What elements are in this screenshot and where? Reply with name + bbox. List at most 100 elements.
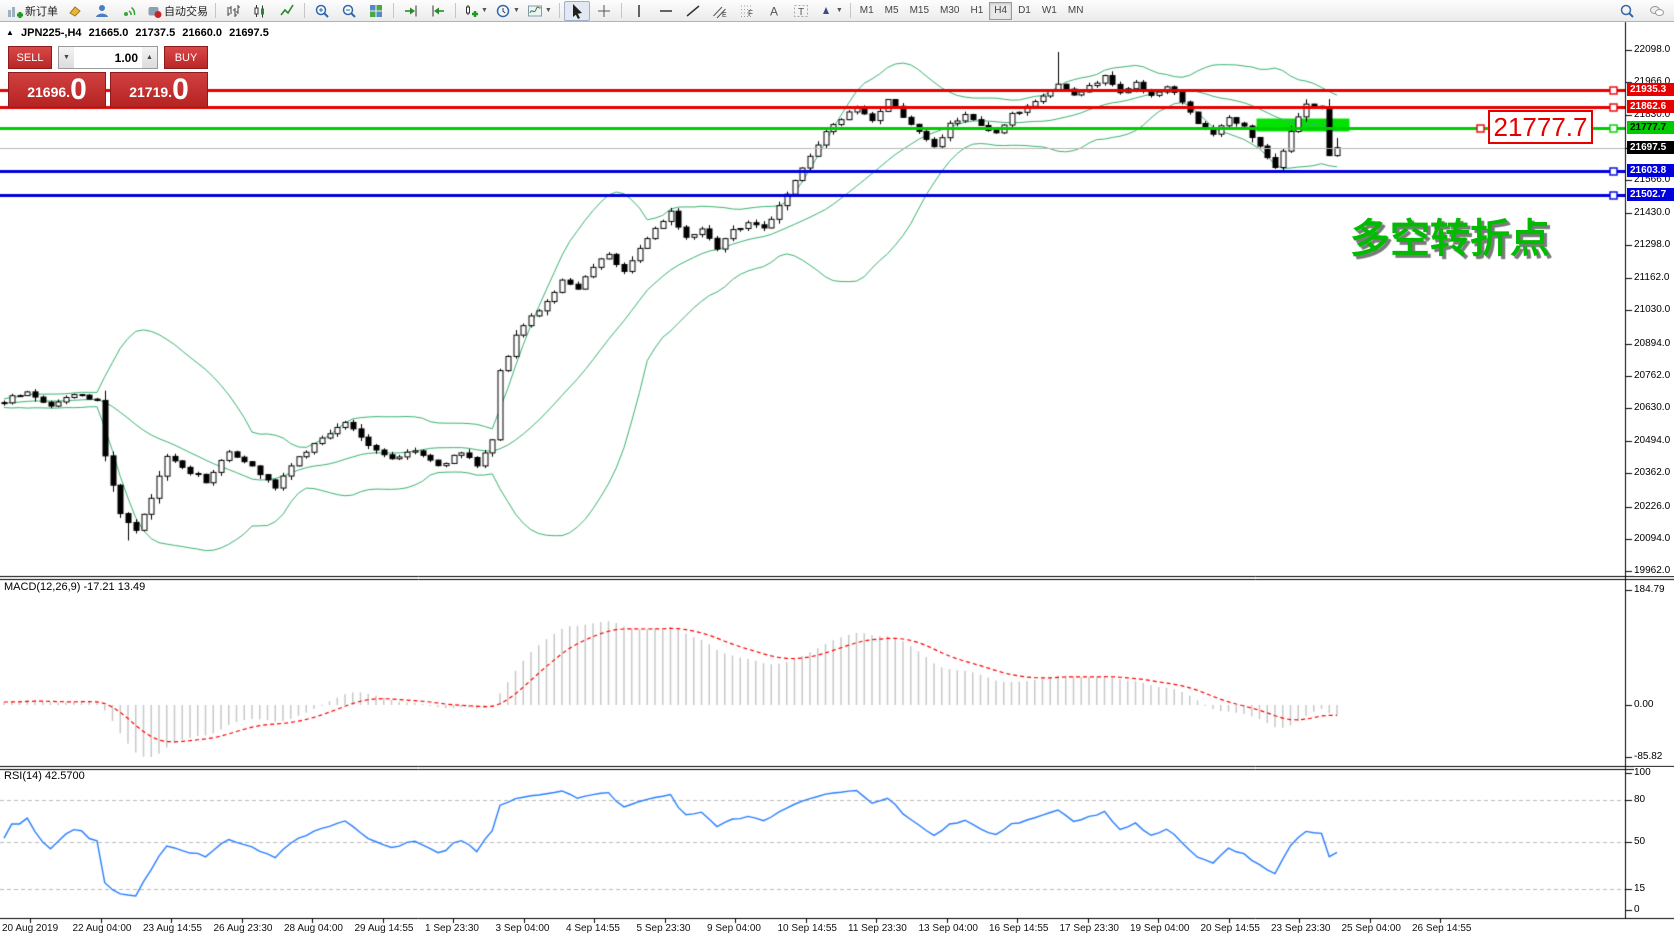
svg-text:T: T [798,7,804,18]
signals-icon[interactable] [116,1,142,21]
chat-icon[interactable] [1644,1,1670,21]
zoom-out-button[interactable] [336,1,362,21]
toolbar-separator [393,3,394,18]
price-axis-tick: 20630.0 [1634,402,1674,414]
timeframe-button-m5[interactable]: M5 [884,5,899,16]
sell-price-pip: 0 [70,73,87,106]
rsi-axis-tick: 100 [1634,767,1674,778]
price-axis-tick: 21430.0 [1634,206,1674,218]
toolbar-separator [620,3,622,18]
svg-text:E: E [722,12,727,19]
text-button[interactable]: A [761,1,787,21]
time-axis-label: 26 Sep 14:55 [1412,923,1472,934]
toolbar-separator [215,3,216,18]
auto-scroll-button[interactable] [398,1,424,21]
tile-windows-button[interactable] [363,1,389,21]
main-toolbar: 新订单 自动交易 ▼ ▼ ▼ E F A T ▼ M1 M5 M15 M30 H1 H4 D1 W1 MN [0,0,1674,22]
text-label-button[interactable]: T [788,1,814,21]
ohlc-high: 21737.5 [135,27,176,39]
price-line-label: 21935.3 [1627,82,1674,96]
sell-price-panel[interactable]: 21696. 0 [8,72,106,108]
equidistant-channel-button[interactable]: E [707,1,733,21]
price-axis-tick: 21298.0 [1634,239,1674,251]
time-axis-label: 25 Sep 04:00 [1341,923,1402,934]
buy-button[interactable]: BUY [164,46,208,69]
time-axis-label: 29 Aug 14:55 [354,923,414,934]
timeframe-button-m15[interactable]: M15 [909,5,930,16]
time-axis-label: 23 Sep 23:30 [1271,923,1331,934]
chevron-down-icon: ▼ [512,7,520,14]
fibonacci-button[interactable]: F [734,1,760,21]
price-axis-tick: 21566.0 [1634,173,1674,185]
price-line-label: 21502.7 [1627,188,1674,202]
accounts-icon[interactable] [89,1,115,21]
chevron-down-icon: ▼ [544,7,552,14]
time-axis-label: 4 Sep 14:55 [566,923,620,934]
price-axis-tick: 20094.0 [1634,532,1674,544]
timeframe-button-w1[interactable]: W1 [1041,5,1057,16]
new-chart-button[interactable]: ▼ [460,1,491,21]
time-axis-label: 1 Sep 23:30 [425,923,479,934]
turning-point-annotation: 多空转折点 [1350,217,1550,261]
arrows-button[interactable]: ▼ [815,1,846,21]
market-watch-icon[interactable] [62,1,88,21]
new-order-label: 新订单 [25,5,58,18]
svg-text:F: F [748,9,753,18]
time-axis-label: 17 Sep 23:30 [1059,923,1120,934]
timeframe-button-m1[interactable]: M1 [859,5,874,16]
buy-price-panel[interactable]: 21719. 0 [110,72,208,108]
trendline-button[interactable] [680,1,706,21]
symbol-period: JPN225-,H4 [20,27,82,39]
timeframe-button-h1[interactable]: H1 [970,5,984,16]
macd-indicator-label: MACD(12,26,9) -17.21 13.49 [4,581,146,593]
buy-price-pip: 0 [172,73,189,106]
line-chart-type-button[interactable] [274,1,300,21]
svg-text:A: A [770,4,778,18]
search-icon[interactable] [1614,1,1640,21]
price-line-label: 21862.6 [1627,100,1674,114]
volume-increase-button[interactable]: ▲ [142,47,157,68]
toolbar-separator [558,3,560,18]
price-axis-tick: 21030.0 [1634,304,1674,316]
bid-price-label: 21697.5 [1627,140,1674,154]
macd-axis-tick: 184.79 [1634,584,1674,595]
ohlc-open: 21665.0 [88,27,129,39]
collapse-icon[interactable]: ▲ [6,28,14,37]
time-axis-label: 22 Aug 04:00 [72,923,132,934]
vertical-line-button[interactable] [626,1,652,21]
rsi-axis-tick: 80 [1634,794,1674,806]
chevron-down-icon: ▼ [481,7,488,14]
macd-axis-tick: -85.82 [1634,751,1674,762]
rsi-axis-tick: 0 [1634,904,1674,915]
price-axis-tick: 20494.0 [1634,435,1674,447]
timeframe-button-d1[interactable]: D1 [1018,5,1031,16]
volume-stepper: ▼ ▲ [58,46,158,69]
time-axis-label: 10 Sep 14:55 [777,923,838,934]
profiles-button[interactable]: ▼ [492,1,523,21]
candlestick-chart-type-button[interactable] [247,1,273,21]
autotrading-label: 自动交易 [164,5,208,18]
autotrading-button[interactable]: 自动交易 [143,1,211,21]
price-axis-tick: 19962.0 [1634,564,1674,576]
horizontal-line-button[interactable] [653,1,679,21]
timeframe-button-mn[interactable]: MN [1067,5,1084,16]
cursor-button[interactable] [563,0,590,21]
volume-input[interactable] [74,47,142,68]
timeframe-button-m30[interactable]: M30 [940,5,960,16]
zoom-in-button[interactable] [309,1,335,21]
indicators-button[interactable]: ▼ [524,1,555,21]
crosshair-button[interactable] [591,1,617,21]
ohlc-close: 21697.5 [229,27,269,39]
chart-shift-button[interactable] [425,1,451,21]
time-axis-label: 26 Aug 23:30 [213,923,273,934]
new-order-button[interactable]: 新订单 [4,1,61,21]
sell-button[interactable]: SELL [8,46,52,69]
sell-price-dot: . [66,84,71,100]
time-axis-label: 23 Aug 14:55 [143,923,202,934]
volume-decrease-button[interactable]: ▼ [59,47,74,68]
price-callout-label[interactable]: 21777.7 [1488,110,1593,144]
bar-chart-type-button[interactable] [220,1,246,21]
time-axis-label: 20 Aug 2019 [2,923,59,934]
timeframe-button-h4[interactable]: H4 [989,1,1013,20]
